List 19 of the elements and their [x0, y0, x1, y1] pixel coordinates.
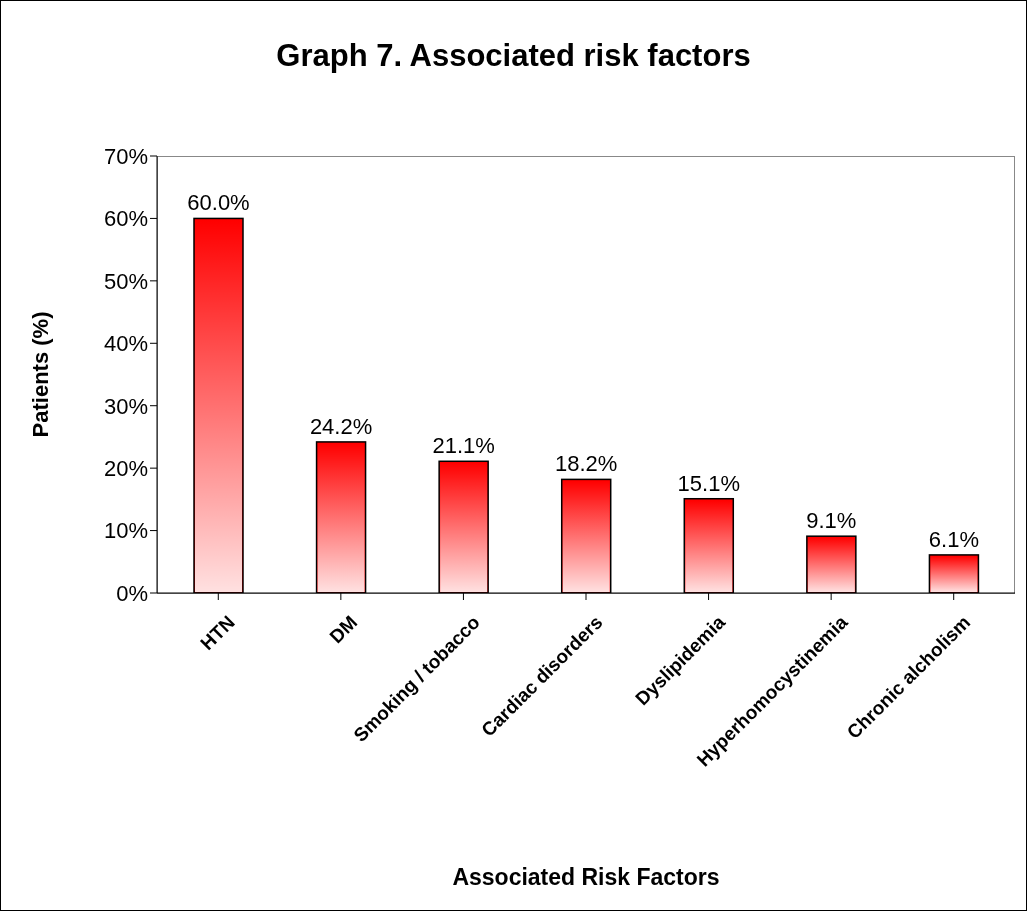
x-tick-label: DM [325, 611, 362, 648]
data-label: 24.2% [309, 413, 373, 439]
y-tick-label: 60% [103, 206, 148, 232]
y-tick-label: 40% [103, 331, 148, 357]
chart-title: Graph 7. Associated risk factors [275, 38, 752, 74]
data-label: 6.1% [928, 526, 980, 552]
data-label: 9.1% [806, 508, 857, 534]
y-axis-title: Patients (%) [27, 311, 53, 438]
data-label: 18.2% [555, 451, 618, 477]
data-label: 21.1% [432, 433, 495, 459]
y-tick-label: 50% [103, 268, 148, 294]
y-tick-label: 0% [116, 580, 148, 606]
data-label: 15.1% [677, 470, 740, 496]
y-tick-label: 70% [103, 143, 148, 169]
y-tick-label: 30% [103, 393, 148, 419]
y-tick-label: 20% [103, 455, 148, 481]
x-axis-title: Associated Risk Factors [452, 864, 720, 890]
y-tick-label: 10% [103, 518, 148, 544]
data-label: 60.0% [187, 190, 250, 216]
